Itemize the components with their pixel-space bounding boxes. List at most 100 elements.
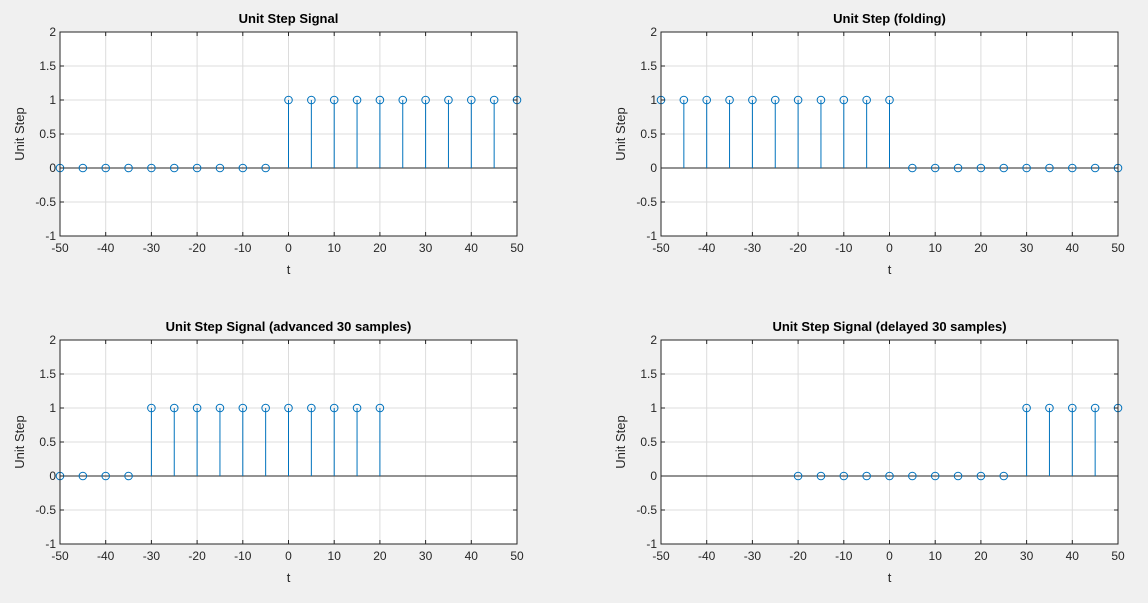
stem-marker: [329, 403, 339, 413]
stem-marker: [284, 403, 293, 413]
stem-marker: [238, 163, 248, 173]
y-tick-label: 1: [650, 93, 657, 107]
y-tick-label: 2: [650, 25, 657, 39]
subplot-3: -50 -40 -30 -20 -10 0 10 20 30 40 50 -1 -0.5 0 0.5 1 1.5…: [12, 319, 524, 585]
stem-marker: [78, 163, 88, 173]
x-tick-label: 0: [886, 241, 893, 255]
x-tick-label: -20: [188, 241, 206, 255]
stem-marker: [444, 95, 453, 105]
y-tick-label: 1.5: [640, 59, 657, 73]
stem-marker: [953, 163, 963, 173]
stem-marker: [261, 163, 270, 173]
stem-marker: [930, 471, 940, 481]
x-tick-label: -40: [698, 241, 716, 255]
x-tick-label: -30: [143, 549, 161, 563]
x-tick-label: 0: [285, 241, 292, 255]
x-tick-labels: -50 -40 -30 -20 -10 0 10 20 30 40 50: [652, 32, 1125, 255]
stem-marker: [421, 95, 430, 105]
stem-marker: [238, 403, 248, 413]
stem-series: [656, 95, 1123, 173]
stem-marker: [1068, 403, 1077, 413]
x-tick-label: 20: [373, 549, 387, 563]
x-tick-label: 50: [510, 241, 524, 255]
stem-marker: [215, 163, 225, 173]
x-tick-label: -40: [698, 549, 716, 563]
x-axis-label: t: [287, 262, 291, 277]
y-tick-label: -1: [45, 537, 56, 551]
y-tick-label: 0: [650, 469, 657, 483]
x-tick-label: 10: [929, 241, 943, 255]
x-tick-label: 10: [929, 549, 943, 563]
y-tick-label: 1: [49, 401, 56, 415]
x-tick-label: 20: [974, 549, 988, 563]
y-axis-label: Unit Step: [613, 107, 628, 160]
stem-marker: [489, 95, 499, 105]
stem-marker: [725, 95, 734, 105]
x-axis-label: t: [888, 570, 892, 585]
stem-marker: [999, 471, 1009, 481]
y-tick-labels: -1 -0.5 0 0.5 1 1.5 2: [35, 333, 517, 551]
y-axis-label: Unit Step: [12, 415, 27, 468]
stem-marker: [839, 471, 849, 481]
chart-title: Unit Step (folding): [833, 11, 946, 26]
stem-marker: [816, 471, 826, 481]
chart-title: Unit Step Signal (delayed 30 samples): [772, 319, 1006, 334]
stem-marker: [467, 95, 476, 105]
stem-marker: [793, 471, 803, 481]
stem-marker: [976, 471, 986, 481]
x-tick-label: -40: [97, 241, 115, 255]
stem-marker: [78, 471, 88, 481]
y-tick-label: 1.5: [39, 59, 56, 73]
x-tick-label: 30: [1020, 549, 1034, 563]
stem-marker: [307, 403, 316, 413]
x-tick-label: 40: [1066, 241, 1080, 255]
y-axis-label: Unit Step: [12, 107, 27, 160]
stem-marker: [1068, 163, 1077, 173]
x-tick-label: -50: [652, 549, 670, 563]
stem-marker: [329, 95, 339, 105]
y-tick-label: -0.5: [35, 195, 56, 209]
x-tick-labels: -50 -40 -30 -20 -10 0 10 20 30 40 50: [51, 340, 524, 563]
y-tick-label: 2: [49, 333, 56, 347]
stem-marker: [124, 471, 133, 481]
x-tick-label: 30: [419, 549, 433, 563]
y-tick-label: -0.5: [636, 195, 657, 209]
stem-marker: [215, 403, 225, 413]
x-tick-label: -30: [744, 241, 762, 255]
y-tick-label: 2: [650, 333, 657, 347]
stem-marker: [908, 471, 917, 481]
x-tick-label: -40: [97, 549, 115, 563]
stem-marker: [261, 403, 270, 413]
y-tick-label: 0.5: [39, 435, 56, 449]
x-tick-label: 10: [328, 241, 342, 255]
x-tick-label: 40: [1066, 549, 1080, 563]
y-tick-labels: -1 -0.5 0 0.5 1 1.5 2: [636, 25, 1118, 243]
stem-marker: [192, 403, 202, 413]
stem-marker: [147, 163, 156, 173]
stem-marker: [284, 95, 293, 105]
stem-marker: [169, 163, 179, 173]
stem-marker: [862, 95, 871, 105]
x-tick-label: 0: [285, 549, 292, 563]
x-tick-label: 0: [886, 549, 893, 563]
stem-marker: [147, 403, 156, 413]
x-tick-label: 20: [373, 241, 387, 255]
subplot-2: -50 -40 -30 -20 -10 0 10 20 30 40 50 -1 -0.5 0 0.5 1 1.5…: [613, 11, 1125, 277]
stem-marker: [976, 163, 986, 173]
x-tick-label: -10: [234, 549, 252, 563]
stem-marker: [702, 95, 712, 105]
subplot-4: -50 -40 -30 -20 -10 0 10 20 30 40 50 -1 -0.5 0 0.5 1 1.5…: [613, 319, 1125, 585]
stem-marker: [953, 471, 963, 481]
stem-marker: [1022, 163, 1031, 173]
x-tick-label: 40: [465, 549, 479, 563]
x-tick-label: 50: [1111, 241, 1125, 255]
x-tick-label: -30: [744, 549, 762, 563]
y-tick-label: -1: [45, 229, 56, 243]
stem-marker: [124, 163, 133, 173]
stem-marker: [1045, 163, 1054, 173]
stem-marker: [398, 95, 408, 105]
chart-title: Unit Step Signal: [239, 11, 339, 26]
stem-marker: [1090, 163, 1100, 173]
y-tick-label: -0.5: [35, 503, 56, 517]
